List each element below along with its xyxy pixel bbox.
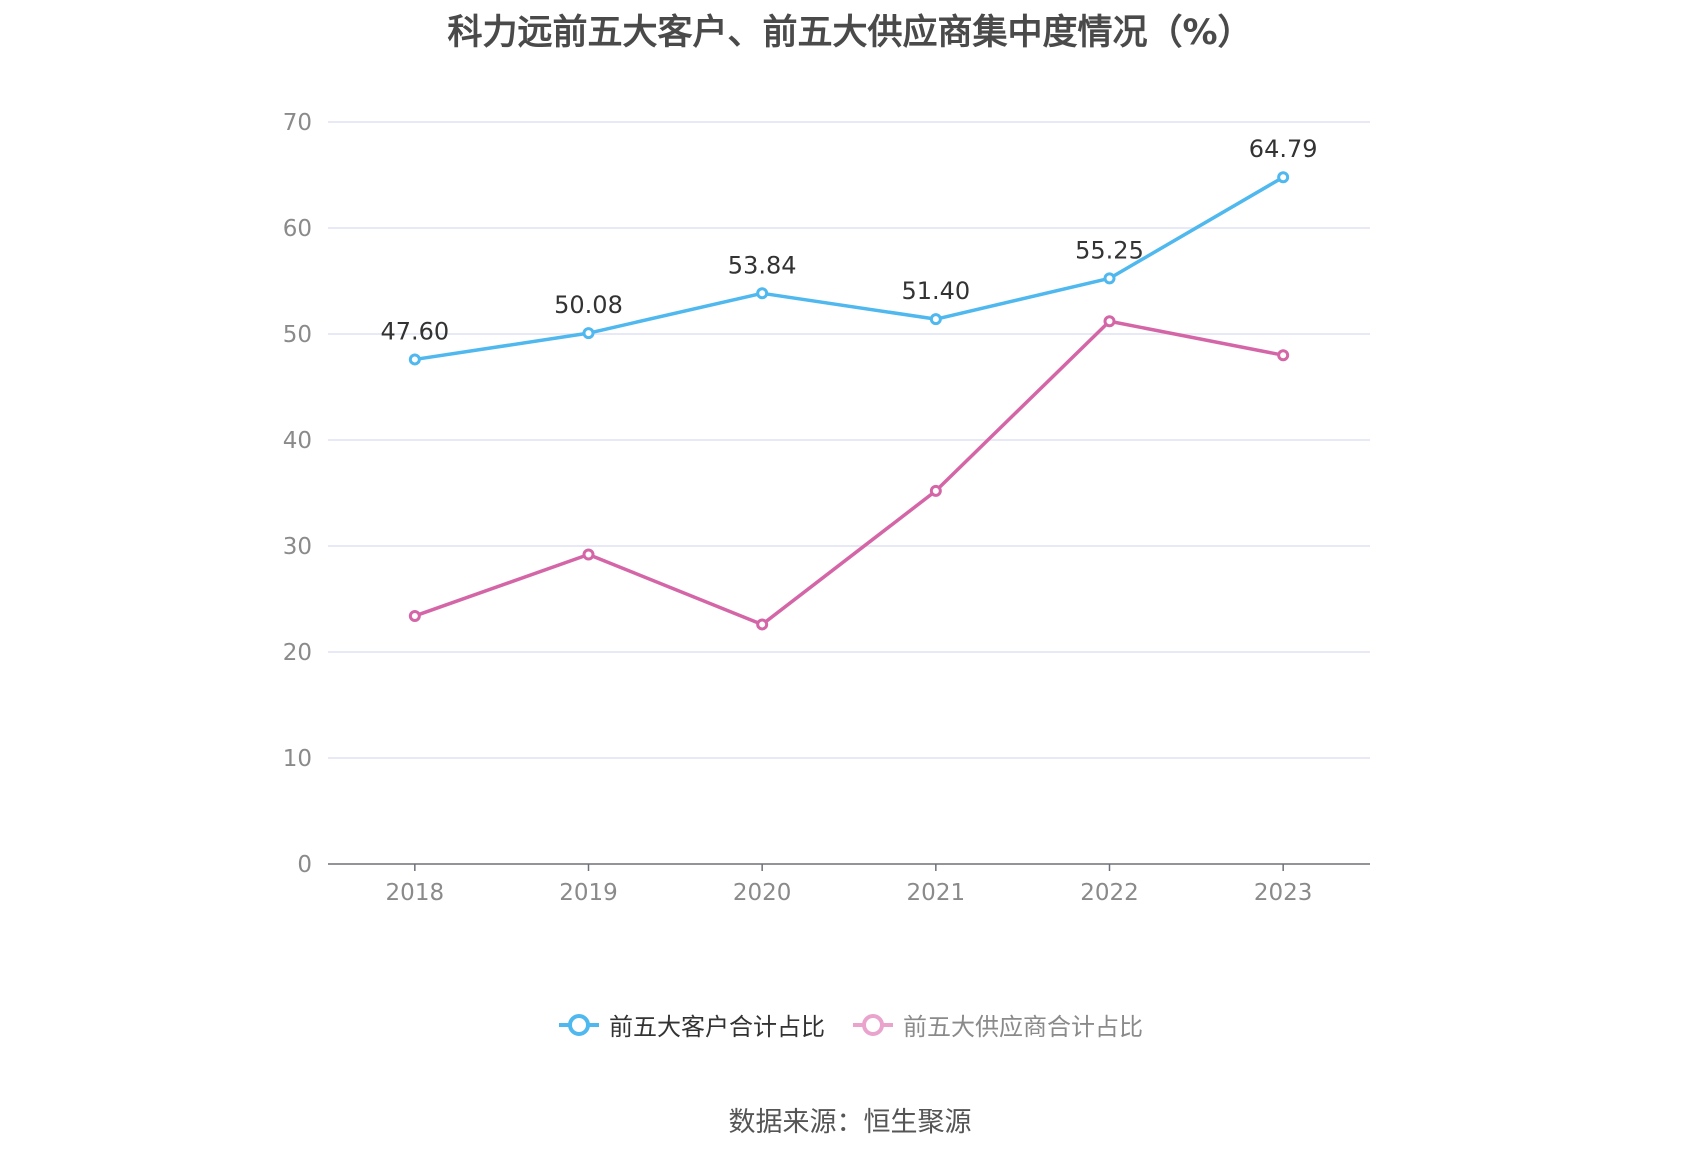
- data-label: 50.08: [554, 291, 623, 319]
- x-tick-label: 2021: [907, 880, 966, 906]
- x-tick-label: 2022: [1080, 880, 1139, 906]
- data-label: 64.79: [1249, 135, 1318, 163]
- y-tick-label: 60: [283, 216, 312, 242]
- series-line-0: [414, 175, 1285, 362]
- data-point[interactable]: [1277, 171, 1290, 184]
- x-tick-label: 2020: [733, 880, 792, 906]
- data-point[interactable]: [408, 609, 421, 622]
- y-tick-label: 70: [283, 110, 312, 136]
- x-tick-label: 2019: [559, 880, 618, 906]
- y-tick-label: 50: [283, 322, 312, 348]
- data-point[interactable]: [756, 618, 769, 631]
- legend-item-suppliers[interactable]: 前五大供应商合计占比: [851, 1007, 1143, 1042]
- legend-customers-label: 前五大客户合计占比: [609, 1013, 825, 1041]
- data-label: 55.25: [1075, 236, 1144, 264]
- legend-item-customers[interactable]: 前五大客户合计占比: [557, 1007, 825, 1042]
- y-tick-label: 30: [283, 534, 312, 560]
- data-label: 51.40: [901, 277, 970, 305]
- data-point[interactable]: [929, 313, 942, 326]
- legend-suppliers-label: 前五大供应商合计占比: [903, 1013, 1143, 1041]
- legend-customers-line-icon: [559, 1013, 599, 1036]
- data-source: 数据来源：恒生聚源: [728, 1107, 972, 1138]
- legend-suppliers-line-icon: [853, 1013, 893, 1036]
- x-tick-label: 2023: [1254, 880, 1313, 906]
- y-tick-label: 0: [297, 852, 312, 878]
- y-tick-label: 40: [283, 428, 312, 454]
- y-tick-label: 20: [283, 640, 312, 666]
- data-point[interactable]: [929, 484, 942, 497]
- series-line-1: [414, 319, 1284, 627]
- data-point[interactable]: [582, 548, 595, 561]
- data-label: 53.84: [728, 251, 797, 279]
- data-point[interactable]: [408, 353, 421, 366]
- data-label: 47.60: [380, 317, 449, 345]
- chart-title: 科力远前五大客户、前五大供应商集中度情况（%）: [447, 13, 1253, 53]
- data-point[interactable]: [1277, 349, 1290, 362]
- axes: 0 10 20 30 40 50 60 70 2018 2019 2020 2021 2022 2023: [283, 110, 1370, 906]
- data-point[interactable]: [1103, 272, 1116, 285]
- data-point[interactable]: [1103, 315, 1116, 328]
- data-point[interactable]: [582, 327, 595, 340]
- data-point[interactable]: [756, 287, 769, 300]
- y-tick-label: 10: [283, 746, 312, 772]
- legend: 前五大客户合计占比 前五大供应商合计占比: [0, 1007, 1700, 1042]
- x-tick-label: 2018: [386, 880, 445, 906]
- data-labels: 47.60 50.08 53.84 51.40 55.25 64.79: [380, 135, 1317, 345]
- series-lines: [408, 171, 1290, 631]
